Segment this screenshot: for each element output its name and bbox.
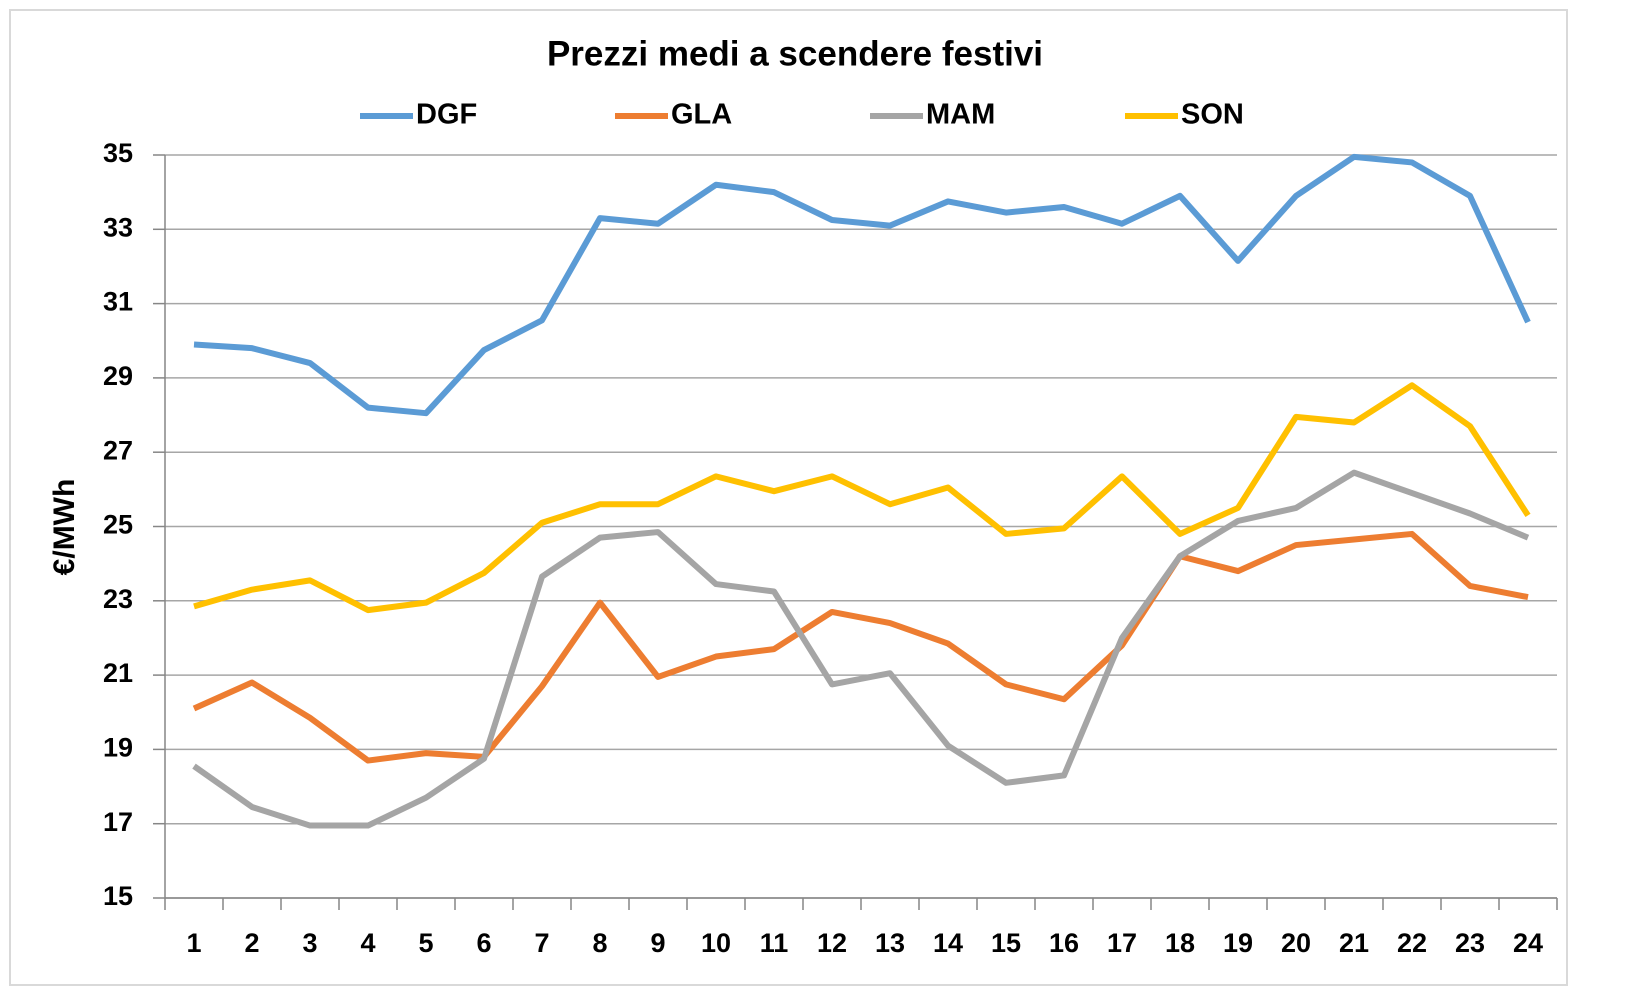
y-tick-label: 23 [103, 584, 133, 614]
x-tick-label: 22 [1397, 928, 1427, 958]
x-tick-label: 3 [302, 928, 317, 958]
x-tick-label: 16 [1049, 928, 1079, 958]
chart-title: Prezzi medi a scendere festivi [547, 34, 1043, 73]
y-tick-label: 25 [103, 510, 133, 540]
series-line [193, 382, 1531, 614]
x-tick-label: 12 [817, 928, 847, 958]
series-line [192, 530, 1529, 764]
chart-frame [9, 9, 1568, 986]
x-tick-label: 14 [933, 928, 963, 958]
x-tick-label: 10 [701, 928, 731, 958]
series-line [193, 153, 1531, 417]
x-tick-label: 17 [1107, 928, 1137, 958]
x-tick-label: 1 [186, 928, 201, 958]
x-tick-label: 15 [991, 928, 1021, 958]
x-tick-label: 4 [360, 928, 375, 958]
x-tick-label: 6 [476, 928, 491, 958]
y-axis-label: €/MWh [48, 479, 81, 576]
legend-label: DGF [416, 99, 477, 131]
legend-label: SON [1181, 99, 1244, 131]
x-tick-label: 20 [1281, 928, 1311, 958]
x-tick-label: 13 [875, 928, 905, 958]
y-tick-label: 21 [103, 658, 133, 688]
x-tick-label: 2 [244, 928, 259, 958]
x-tick-label: 18 [1165, 928, 1195, 958]
x-tick-label: 9 [650, 928, 665, 958]
y-tick-label: 17 [103, 807, 133, 837]
y-tick-label: 27 [103, 435, 133, 465]
y-tick-label: 35 [103, 138, 133, 168]
x-tick-label: 7 [534, 928, 549, 958]
x-tick-label: 23 [1455, 928, 1485, 958]
x-tick-label: 5 [418, 928, 433, 958]
x-tick-label: 19 [1223, 928, 1253, 958]
x-tick-label: 21 [1339, 928, 1369, 958]
x-tick-label: 11 [760, 928, 789, 958]
legend-label: GLA [671, 99, 732, 131]
y-tick-label: 19 [103, 733, 133, 763]
y-tick-label: 29 [103, 361, 133, 391]
y-tick-label: 15 [103, 881, 133, 911]
legend-label: MAM [926, 99, 995, 131]
y-tick-label: 33 [103, 212, 133, 242]
x-tick-label: 8 [592, 928, 607, 958]
y-tick-label: 31 [103, 287, 133, 317]
series-line [192, 469, 1530, 829]
x-tick-label: 24 [1513, 928, 1543, 958]
